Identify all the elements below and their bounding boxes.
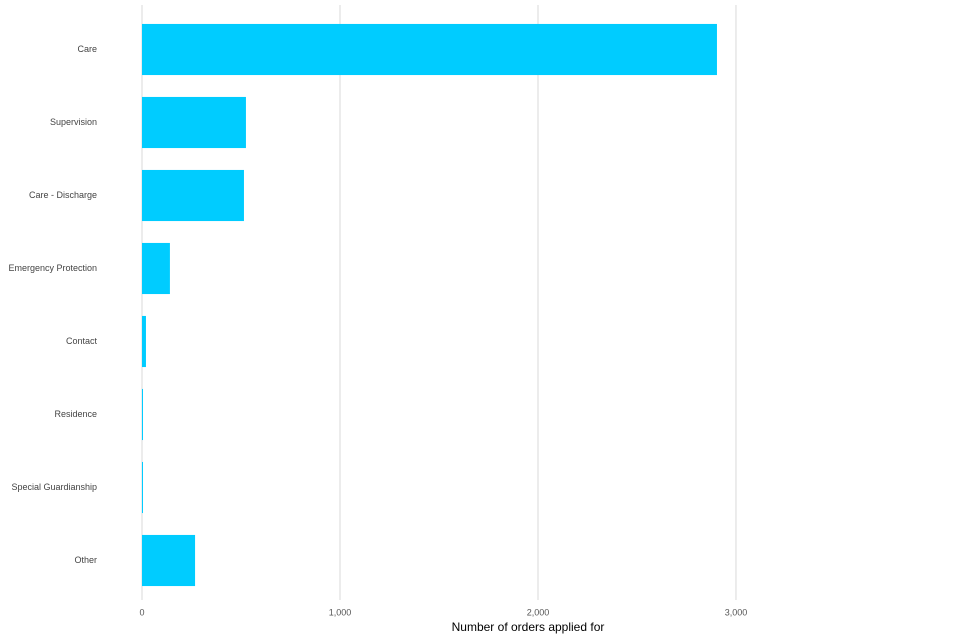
bar [142, 96, 246, 149]
y-tick-label: Care - Discharge [29, 190, 97, 200]
y-tick-label: Residence [54, 409, 97, 419]
bar [142, 23, 717, 76]
y-tick-label: Special Guardianship [11, 482, 97, 492]
bar [142, 388, 143, 441]
y-tick-label: Supervision [50, 117, 97, 127]
bar [142, 169, 244, 222]
y-tick-label: Contact [66, 336, 98, 346]
bar [142, 242, 170, 295]
y-tick-label: Other [74, 555, 97, 565]
x-tick-label: 2,000 [527, 607, 550, 617]
bar [142, 534, 196, 587]
x-axis-title: Number of orders applied for [452, 620, 605, 634]
y-tick-label: Emergency Protection [8, 263, 97, 273]
x-tick-label: 3,000 [725, 607, 748, 617]
x-tick-label: 0 [139, 607, 144, 617]
bar [142, 315, 146, 368]
y-tick-label: Care [77, 44, 97, 54]
bar [142, 461, 143, 514]
x-tick-label: 1,000 [329, 607, 352, 617]
